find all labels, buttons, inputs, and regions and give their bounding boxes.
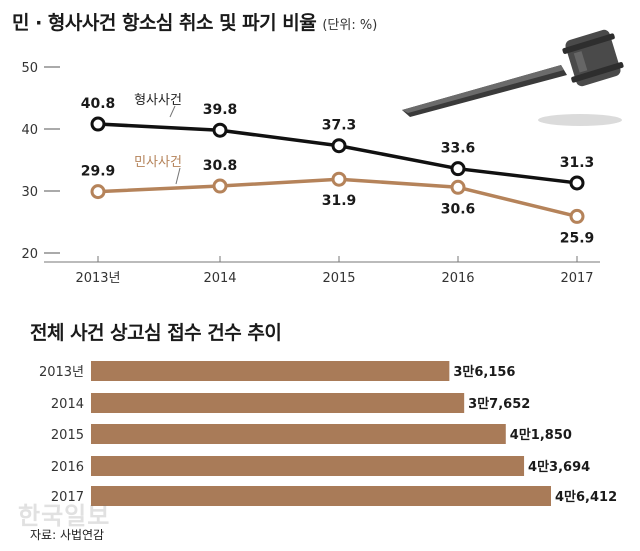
y-axis: 20 30 40 50 [21, 61, 60, 262]
data-label: 29.9 [81, 164, 116, 180]
x-tick-label: 2015 [322, 271, 355, 286]
data-point [450, 179, 466, 195]
bar-chart-title: 전체 사건 상고심 접수 건수 추이 [30, 322, 282, 344]
data-label: 31.3 [560, 155, 595, 171]
data-label: 40.8 [81, 96, 116, 112]
bar-value-label: 4만1,850 [510, 427, 572, 443]
data-label: 39.8 [203, 102, 238, 118]
data-label: 37.3 [322, 118, 357, 134]
series-name-label: 형사사건 [134, 93, 182, 108]
y-tick-label: 40 [21, 123, 38, 138]
data-point [90, 184, 106, 200]
y-tick-label: 30 [21, 185, 38, 200]
data-point [569, 208, 585, 224]
bar [91, 361, 450, 381]
bar-value-label: 4만3,694 [528, 459, 590, 475]
x-tick-label: 2014 [203, 271, 236, 286]
bar-category-label: 2014 [51, 397, 84, 412]
x-tick-label: 2017 [560, 271, 593, 286]
series-name-leader [169, 105, 176, 118]
data-point [212, 122, 228, 138]
x-axis: 2013년 2014 2015 2016 2017 [44, 256, 600, 286]
bar-category-label: 2013년 [39, 365, 84, 380]
data-point [569, 175, 585, 191]
line-chart: 20 30 40 50 2013년 2014 2015 2016 2017 40.8 39.8 3… [21, 29, 624, 286]
data-label: 33.6 [441, 141, 476, 157]
bar [91, 424, 506, 444]
data-point [212, 178, 228, 194]
bar-value-label: 3만7,652 [468, 396, 530, 412]
line-chart-title: 민 · 형사사건 항소심 취소 및 파기 비율 (단위: %) [12, 12, 378, 34]
bar-value-label: 3만6,156 [453, 364, 515, 380]
data-point [331, 171, 347, 187]
y-tick-label: 50 [21, 61, 38, 76]
data-label: 30.8 [203, 158, 238, 174]
bar-category-label: 2016 [51, 460, 84, 475]
data-point [450, 161, 466, 177]
y-tick-label: 20 [21, 247, 38, 262]
data-label: 31.9 [322, 193, 357, 209]
bar-value-label: 4만6,412 [555, 489, 617, 505]
unit-label: (단위: %) [322, 18, 378, 33]
x-tick-label: 2016 [441, 271, 474, 286]
series-name-leader [175, 167, 181, 185]
bar [91, 393, 465, 413]
source-note: 자료: 사법연감 [30, 528, 105, 542]
bar-category-label: 2015 [51, 428, 84, 443]
series-name-label: 민사사건 [134, 155, 182, 170]
data-label: 30.6 [441, 201, 476, 217]
data-point [331, 138, 347, 154]
series-group: 40.8 39.8 37.3 33.6 31.3 형사사건 29.9 30.8 31.9 30.6… [81, 93, 595, 246]
x-tick-label: 2013년 [75, 271, 120, 286]
watermark-logo: 한국일보 [18, 502, 111, 530]
bar [91, 486, 551, 506]
data-point [90, 116, 106, 132]
data-label: 25.9 [560, 230, 595, 246]
bar [91, 456, 525, 476]
gavel-illustration [402, 29, 624, 126]
